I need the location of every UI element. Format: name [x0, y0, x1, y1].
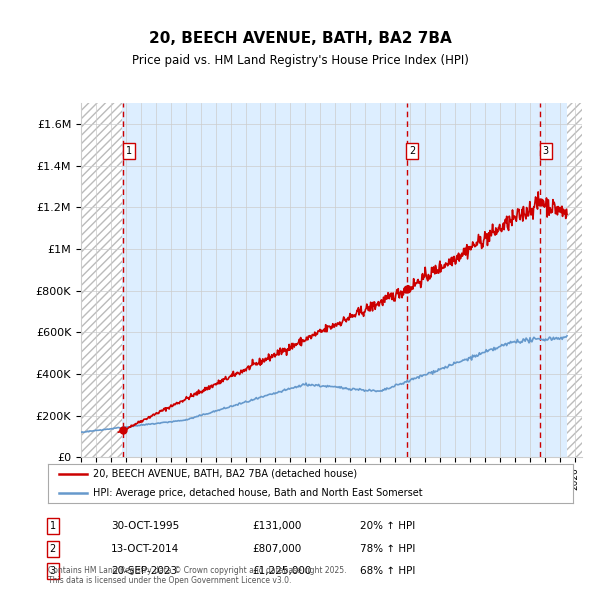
Text: 1: 1 — [50, 522, 56, 531]
Text: £131,000: £131,000 — [252, 522, 301, 531]
Text: 20% ↑ HPI: 20% ↑ HPI — [360, 522, 415, 531]
Text: Contains HM Land Registry data © Crown copyright and database right 2025.
This d: Contains HM Land Registry data © Crown c… — [48, 566, 347, 585]
Text: 30-OCT-1995: 30-OCT-1995 — [111, 522, 179, 531]
Text: £807,000: £807,000 — [252, 544, 301, 553]
Text: 20, BEECH AVENUE, BATH, BA2 7BA (detached house): 20, BEECH AVENUE, BATH, BA2 7BA (detache… — [92, 469, 357, 479]
Text: Price paid vs. HM Land Registry's House Price Index (HPI): Price paid vs. HM Land Registry's House … — [131, 54, 469, 67]
Text: 1: 1 — [125, 146, 131, 156]
Text: 2: 2 — [50, 544, 56, 553]
Text: 13-OCT-2014: 13-OCT-2014 — [111, 544, 179, 553]
Text: 78% ↑ HPI: 78% ↑ HPI — [360, 544, 415, 553]
Text: 2: 2 — [409, 146, 415, 156]
Text: 20, BEECH AVENUE, BATH, BA2 7BA: 20, BEECH AVENUE, BATH, BA2 7BA — [149, 31, 451, 46]
Text: £1,225,000: £1,225,000 — [252, 566, 311, 576]
Text: HPI: Average price, detached house, Bath and North East Somerset: HPI: Average price, detached house, Bath… — [92, 488, 422, 498]
Text: 68% ↑ HPI: 68% ↑ HPI — [360, 566, 415, 576]
Text: 20-SEP-2023: 20-SEP-2023 — [111, 566, 177, 576]
Text: 3: 3 — [50, 566, 56, 576]
Text: 3: 3 — [542, 146, 549, 156]
